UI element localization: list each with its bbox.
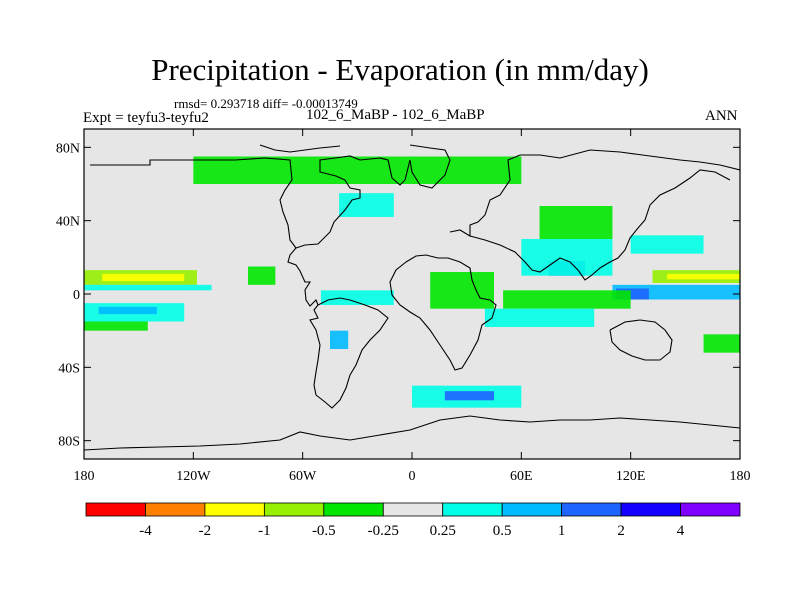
colorbar-box bbox=[442, 502, 503, 517]
coastline-greenland bbox=[409, 144, 451, 189]
coastline-south-america bbox=[309, 297, 389, 409]
colorbar-label: -2 bbox=[199, 523, 212, 539]
y-axis: 80N 40N 0 40S 80S bbox=[56, 141, 740, 450]
anomaly-south-pacific-lower bbox=[84, 321, 148, 331]
x-tick-label: 180 bbox=[74, 469, 95, 484]
colorbar-label: -4 bbox=[139, 523, 152, 539]
x-axis: 180 120W 60W 0 60E 120E 180 bbox=[74, 129, 751, 484]
coastline-north-america-east bbox=[295, 155, 411, 249]
anomaly-tibet-east-asia bbox=[539, 206, 613, 239]
colorbar-label: 4 bbox=[677, 523, 685, 539]
colorbar-label: 0.25 bbox=[430, 523, 456, 539]
colorbar-label: 2 bbox=[617, 523, 625, 539]
colorbar-box bbox=[85, 502, 146, 517]
coastline-africa bbox=[389, 254, 497, 371]
y-tick-label: 40N bbox=[56, 215, 80, 230]
y-tick-label: 80S bbox=[58, 435, 80, 450]
coastline-layer bbox=[84, 144, 740, 451]
x-tick-label: 60W bbox=[289, 469, 317, 484]
coastline-asia bbox=[469, 169, 731, 281]
colorbar-box bbox=[145, 502, 206, 517]
y-tick-label: 40S bbox=[58, 361, 80, 376]
colorbar-box bbox=[382, 502, 444, 517]
season-label: ANN bbox=[705, 108, 738, 124]
x-tick-label: 0 bbox=[409, 469, 416, 484]
anomaly-west-pacific-core bbox=[667, 273, 740, 280]
experiment-label: Expt = teyfu3-teyfu2 bbox=[83, 110, 209, 126]
colorbar-box bbox=[620, 502, 681, 517]
anomaly-east-pacific-itcz-core bbox=[102, 273, 185, 282]
anomaly-maritime-continent bbox=[616, 288, 649, 300]
anomaly-south-america-east bbox=[330, 330, 349, 349]
x-tick-label: 180 bbox=[730, 469, 751, 484]
stats-line: rmsd= 0.293718 diff= -0.00013749 bbox=[174, 96, 358, 111]
coastline-arctic bbox=[259, 144, 341, 153]
runs-subtitle: 102_6_MaBP - 102_6_MaBP bbox=[306, 107, 485, 123]
anomaly-southern-ocean-core bbox=[444, 391, 494, 401]
anomaly-east-pacific-itcz-edge bbox=[84, 284, 212, 291]
colorbar-box bbox=[204, 502, 265, 517]
anomaly-indian-ocean-north bbox=[503, 290, 631, 309]
colorbar-box bbox=[561, 502, 622, 517]
anomaly-africa-tropics bbox=[430, 272, 494, 309]
y-tick-label: 0 bbox=[73, 288, 80, 303]
coastline-antarctica bbox=[84, 415, 740, 451]
colorbar-box bbox=[263, 502, 325, 517]
anomaly-north-pacific-west bbox=[630, 235, 704, 254]
anomaly-atlantic-itcz bbox=[320, 290, 394, 305]
x-tick-label: 120W bbox=[176, 469, 211, 484]
colorbar-label: 0.5 bbox=[493, 523, 512, 539]
colorbar: -4 -2 -1 -0.5 -0.25 0.25 0.5 1 2 4 bbox=[85, 502, 741, 539]
coastline-north-america bbox=[90, 157, 319, 307]
y-tick-label: 80N bbox=[56, 141, 80, 156]
anomaly-south-pacific-east bbox=[703, 334, 740, 353]
anomaly-layer bbox=[84, 156, 740, 408]
anomaly-central-america bbox=[248, 266, 276, 285]
anomaly-indian-ocean-south bbox=[484, 308, 595, 327]
colorbar-label: -0.25 bbox=[368, 523, 399, 539]
coastline-europe-africa bbox=[449, 149, 740, 237]
x-tick-label: 120E bbox=[616, 469, 646, 484]
colorbar-box bbox=[680, 502, 741, 517]
chart-title: Precipitation - Evaporation (in mm/day) bbox=[151, 52, 649, 87]
x-tick-label: 60E bbox=[510, 469, 533, 484]
coastline-australia bbox=[609, 319, 673, 361]
colorbar-box bbox=[323, 502, 384, 517]
anomaly-india-south-asia bbox=[521, 239, 613, 276]
colorbar-label: 1 bbox=[558, 523, 566, 539]
anomaly-south-pacific-core bbox=[98, 306, 157, 315]
anomaly-arctic-scatter bbox=[193, 156, 522, 184]
colorbar-box bbox=[501, 502, 563, 517]
colorbar-label: -0.5 bbox=[312, 523, 336, 539]
colorbar-label: -1 bbox=[258, 523, 271, 539]
anomaly-north-atlantic bbox=[339, 193, 394, 217]
